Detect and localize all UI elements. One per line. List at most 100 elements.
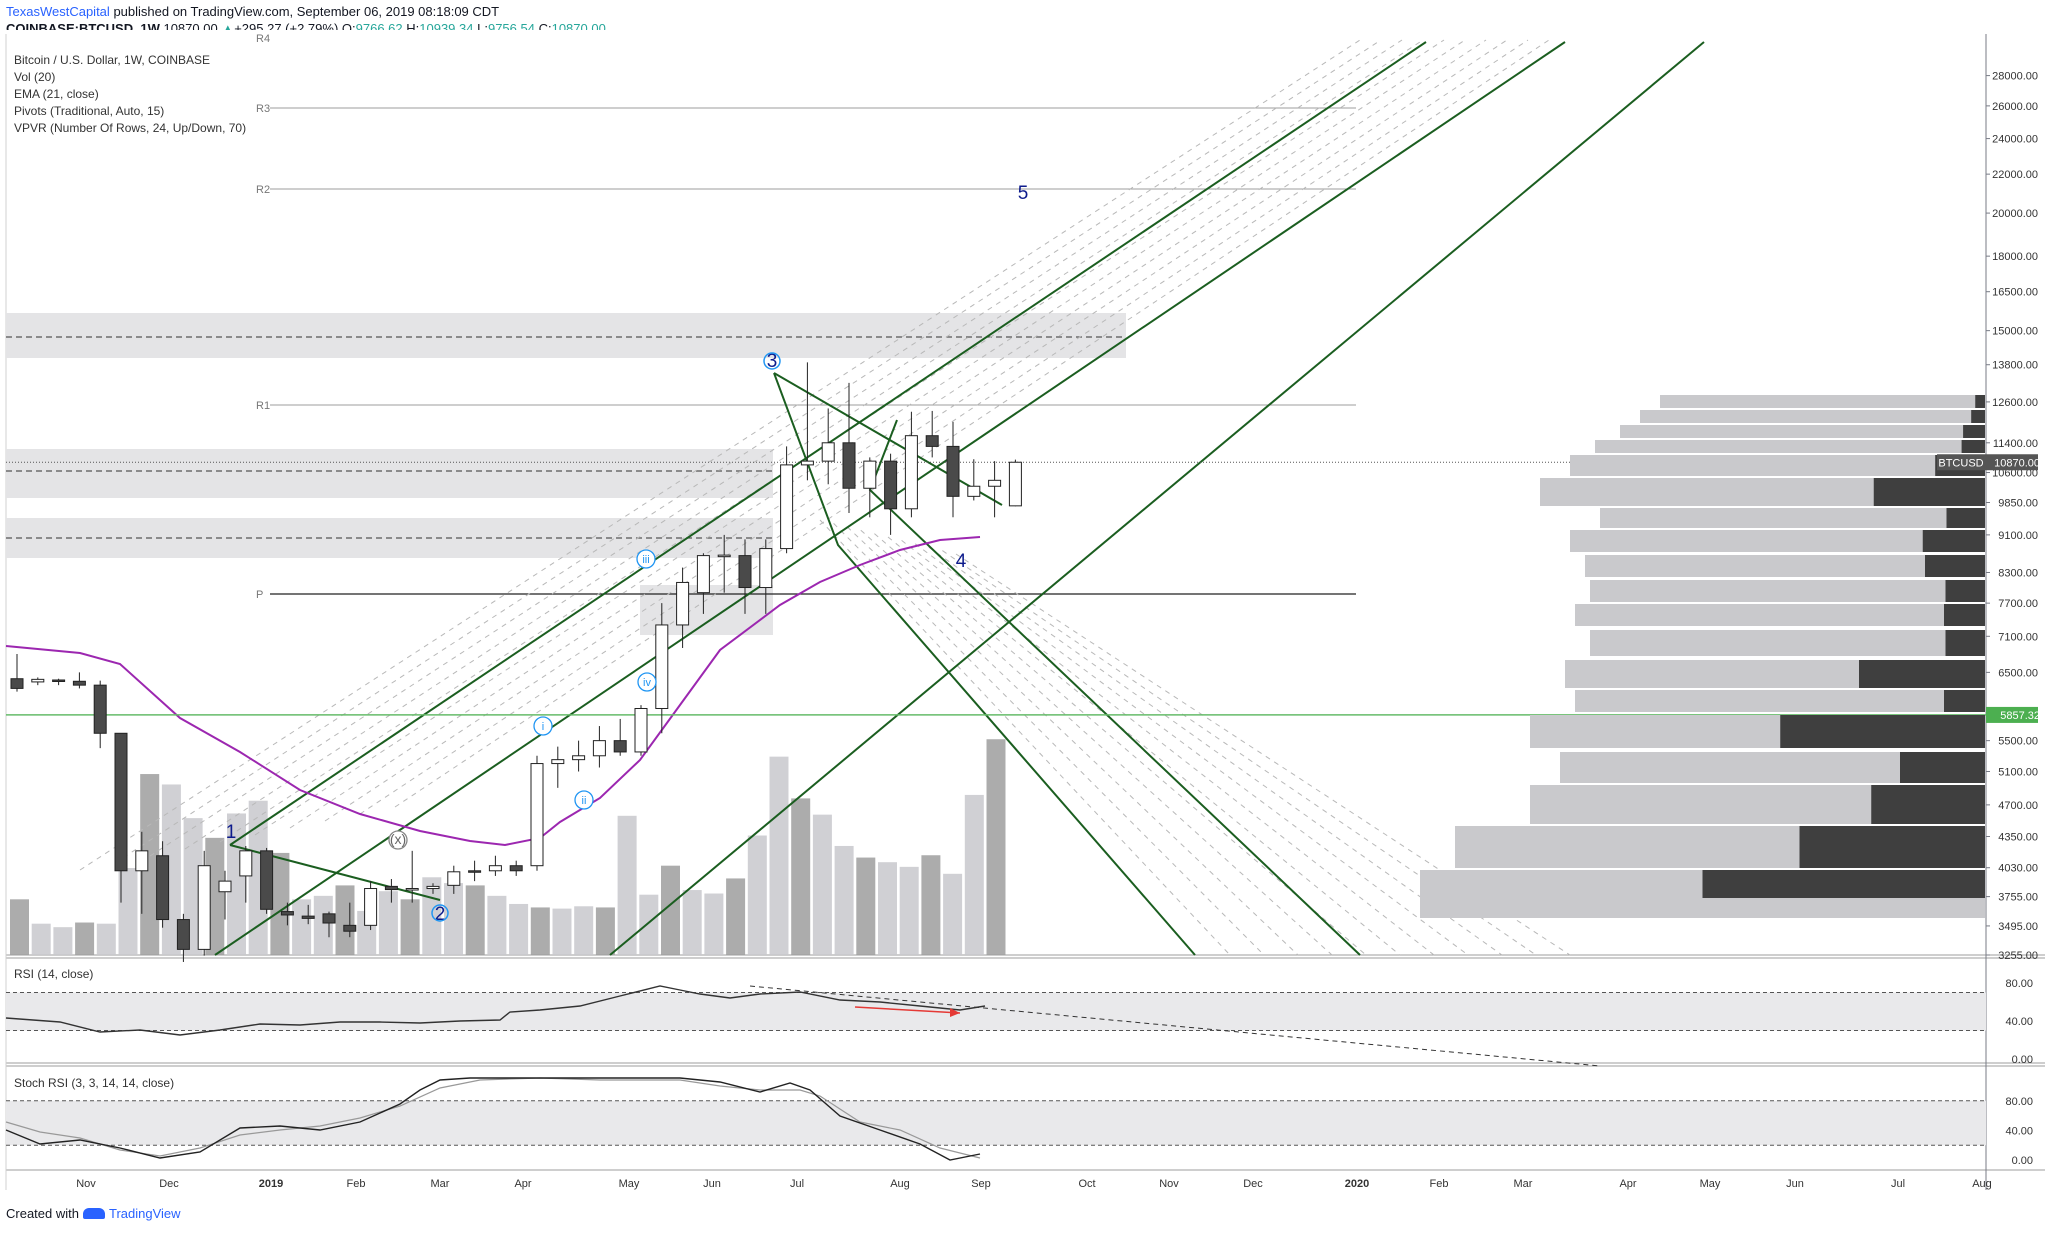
candle-body: [572, 755, 586, 761]
sub-wave-text: (x): [390, 831, 406, 847]
stoch-band: [6, 1100, 1986, 1146]
fan-line-up: [359, 39, 1529, 815]
price-tick-label: 7100.00: [1998, 631, 2038, 643]
price-tick-label: 20000.00: [1992, 208, 2038, 220]
time-axis-label: Nov: [76, 1178, 96, 1190]
rsi-line: [5, 985, 986, 1036]
candle-body: [780, 464, 794, 550]
fan-line-down: [928, 546, 1503, 956]
vpvr-row: [1575, 690, 1985, 712]
candle: [613, 718, 627, 756]
candle: [634, 705, 648, 756]
vpvr-row-down: [1945, 630, 1985, 656]
volume-bar: [639, 894, 659, 955]
volume-bar: [75, 922, 95, 955]
time-axis-label: Apr: [1619, 1178, 1636, 1190]
rsi-arrow-head-icon: [950, 1008, 960, 1017]
sub-wave-circle: [636, 549, 656, 569]
ema-line: [5, 536, 981, 847]
pitchfork-lower: [609, 41, 1705, 956]
time-axis-label: Mar: [431, 1178, 450, 1190]
sub-wave-label: iii: [636, 549, 656, 569]
wave-2-circle: [431, 904, 449, 922]
candle: [780, 446, 794, 554]
vpvr-row: [1575, 604, 1985, 626]
candle-body: [759, 548, 773, 589]
candle: [676, 567, 690, 648]
volume-bar: [899, 866, 919, 955]
time-axis-label: Jul: [1891, 1178, 1905, 1190]
candle: [384, 879, 398, 903]
rsi-divergence-arrow: [854, 1006, 961, 1014]
candle: [488, 855, 502, 876]
time-axis-label: May: [619, 1178, 640, 1190]
tradingview-link[interactable]: TradingView: [108, 1206, 181, 1221]
candle: [592, 726, 606, 768]
candle-body: [343, 924, 357, 932]
candle: [551, 746, 565, 788]
vpvr-row: [1590, 580, 1985, 602]
created-with-label: Created with: [6, 1206, 79, 1221]
volume-bar: [726, 878, 746, 955]
candle-body: [613, 740, 627, 753]
candle: [280, 902, 294, 926]
candle: [447, 865, 461, 894]
fan-line-up: [324, 39, 1508, 822]
vpvr-row: [1660, 395, 1985, 408]
author-link[interactable]: TexasWestCapital: [6, 4, 110, 19]
fan-line-down: [846, 526, 1299, 956]
volume-bar: [248, 800, 268, 955]
candle: [156, 841, 170, 928]
candle-body: [988, 479, 1002, 487]
rsi-band: [6, 992, 1986, 1031]
vpvr-row-down: [1961, 440, 1985, 453]
price-tick-label: 3495.00: [1998, 921, 2038, 933]
fan-line-up: [79, 39, 1361, 871]
time-axis-label: 2020: [1345, 1178, 1369, 1190]
candle: [239, 846, 253, 903]
vpvr-row: [1570, 530, 1985, 552]
vpvr-row: [1570, 455, 1985, 476]
candle-body: [72, 680, 86, 686]
vpvr-row-down: [1873, 478, 1985, 506]
candle: [364, 881, 378, 931]
volume-bar: [704, 893, 724, 955]
time-axis-label: Dec: [1243, 1178, 1263, 1190]
candle: [343, 902, 357, 938]
candle: [655, 603, 669, 734]
vpvr-row-down: [1780, 715, 1985, 748]
published-text: published on TradingView.com, September …: [113, 4, 500, 19]
vpvr-row-down: [1975, 395, 1985, 408]
fan-line-down: [914, 543, 1469, 956]
candle: [197, 850, 211, 956]
candle-body: [488, 865, 502, 872]
time-axis-label: Feb: [347, 1178, 366, 1190]
volume-bar: [96, 923, 116, 955]
wave-label-3: 3: [767, 351, 778, 372]
candle-body: [592, 740, 606, 757]
candle-body: [156, 855, 170, 921]
candle-body: [551, 759, 565, 765]
pivot-label: R2: [256, 184, 270, 196]
vpvr-row-down: [1922, 530, 1985, 552]
candle-body: [676, 581, 690, 626]
candle: [52, 678, 66, 686]
candle: [135, 831, 149, 914]
price-tick-label: 18000.00: [1992, 251, 2038, 263]
stoch-d-line: [5, 1077, 981, 1159]
volume-bar: [400, 899, 420, 955]
volume-bar: [335, 885, 355, 955]
volume-bar: [747, 835, 767, 955]
volume-bar: [509, 903, 529, 955]
candle: [904, 411, 918, 518]
sub-wave-label: ii: [574, 790, 594, 810]
volume-bar: [530, 907, 550, 955]
candle-body: [967, 485, 981, 497]
time-axis-label: Nov: [1159, 1178, 1179, 1190]
volume-bar: [878, 862, 897, 955]
candle: [509, 860, 523, 876]
candle: [93, 680, 107, 749]
candle: [426, 883, 440, 894]
volume-bar: [921, 855, 941, 955]
